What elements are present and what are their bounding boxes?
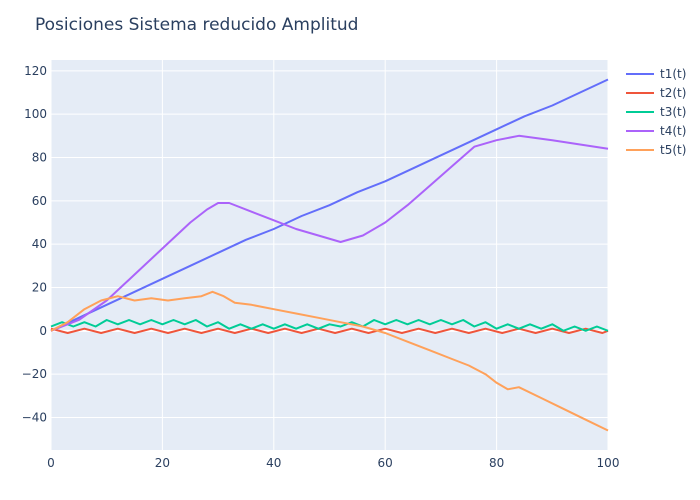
x-tick-label: 20 xyxy=(155,456,170,470)
y-tick-label: 60 xyxy=(32,194,47,208)
legend-label: t4(t) xyxy=(660,124,686,138)
y-tick-label: 120 xyxy=(24,64,47,78)
x-tick-label: 0 xyxy=(47,456,55,470)
chart-title: Posiciones Sistema reducido Amplitud xyxy=(35,15,358,35)
plot-area xyxy=(51,60,608,450)
legend-item[interactable]: t1(t) xyxy=(626,67,686,81)
y-tick-label: 100 xyxy=(24,107,47,121)
x-axis-ticks: 0 20 40 60 80 100 xyxy=(47,456,619,470)
legend-item[interactable]: t3(t) xyxy=(626,105,686,119)
x-tick-label: 60 xyxy=(378,456,393,470)
series-line-1 xyxy=(50,78,609,332)
y-tick-label: 20 xyxy=(32,281,47,295)
series-line-2 xyxy=(50,327,609,334)
x-tick-label: 80 xyxy=(489,456,504,470)
legend-item[interactable]: t2(t) xyxy=(626,86,686,100)
y-tick-label: 0 xyxy=(39,324,47,338)
legend-label: t5(t) xyxy=(660,143,686,157)
series-line-5 xyxy=(50,290,609,432)
legend-label: t1(t) xyxy=(660,67,686,81)
legend-item[interactable]: t4(t) xyxy=(626,124,686,138)
y-tick-label: 40 xyxy=(32,237,47,251)
legend-item[interactable]: t5(t) xyxy=(626,143,686,157)
legend-label: t3(t) xyxy=(660,105,686,119)
y-tick-label: 80 xyxy=(32,151,47,165)
y-tick-label: −40 xyxy=(22,411,47,425)
y-tick-label: −20 xyxy=(22,367,47,381)
legend[interactable]: t1(t) t2(t) t3(t) t4(t) t5(t) xyxy=(626,67,686,157)
x-tick-label: 40 xyxy=(266,456,281,470)
x-tick-label: 100 xyxy=(597,456,620,470)
series-lines xyxy=(50,78,609,432)
y-axis-ticks: −40 −20 0 20 40 60 80 100 120 xyxy=(22,64,47,425)
series-line-3 xyxy=(50,319,609,332)
legend-label: t2(t) xyxy=(660,86,686,100)
series-line-4 xyxy=(50,134,609,332)
